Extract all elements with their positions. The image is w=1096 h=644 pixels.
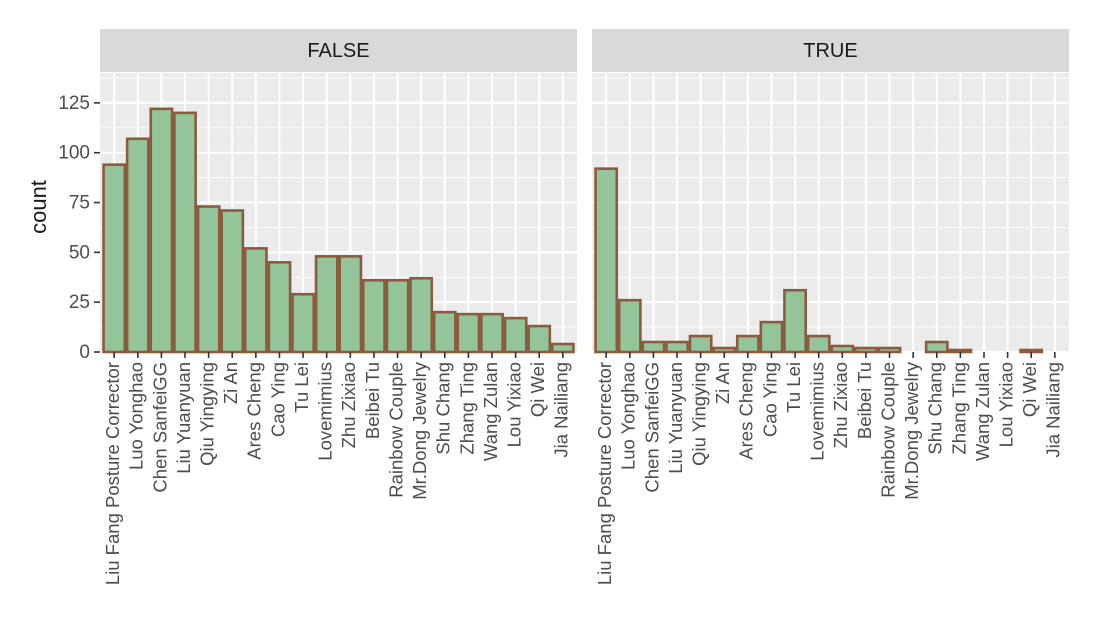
x-tick-label: Mr.Dong Jewelry (409, 361, 430, 500)
x-tick-label: Wang Zulan (972, 362, 993, 461)
bar: Lovemimius: 48 (314, 255, 339, 354)
x-tick-label: Zhu Zixiao (338, 362, 359, 448)
bar: Cao Ying: 45 (267, 261, 292, 354)
x-tick-label: Ares Cheng (736, 362, 757, 460)
bar: Liu Yuanyuan: 5 (665, 340, 689, 354)
bar: Liu Fang Posture Corrector: 94 (102, 163, 127, 354)
facet-strip (592, 29, 1069, 72)
x-tick-label: Chen SanfeiGG (641, 362, 662, 493)
x-tick-label: Wang Zulan (480, 362, 501, 461)
bar: Luo Yonghao: 26 (617, 298, 642, 354)
y-tick-label: 75 (69, 193, 90, 214)
x-tick-label: Zhang Ting (948, 362, 969, 455)
x-tick-label: Tu Lei (783, 362, 804, 413)
bar: Beibei Tu: 36 (361, 278, 386, 354)
facet-strip-label: TRUE (803, 40, 857, 62)
x-tick-label: Mr.Dong Jewelry (901, 361, 922, 500)
x-tick-label: Cao Ying (267, 362, 288, 437)
bar: Tu Lei: 31 (783, 288, 808, 354)
y-axis: 0 25 50 75 100 125 (58, 93, 100, 363)
x-tick-label: Liu Fang Posture Corrector (102, 362, 123, 585)
bar: Qiu Yingying: 8 (688, 334, 713, 354)
x-tick-label: Zhang Ting (456, 362, 477, 455)
x-tick-label: Jia Nailiang (551, 362, 572, 458)
x-tick-label: Beibei Tu (362, 362, 383, 439)
y-tick-label: 50 (69, 242, 90, 263)
x-tick-label: Liu Fang Posture Corrector (594, 362, 615, 585)
bar: Zhu Zixiao: 3 (830, 344, 855, 354)
x-tick-label: Rainbow Couple (385, 362, 406, 498)
x-tick-label: Lou Yixiao (503, 362, 524, 447)
y-tick-label: 25 (69, 292, 90, 313)
y-axis-title: count (26, 180, 51, 234)
bar: Wang Zulan: 19 (480, 312, 504, 354)
bar: Shu Chang: 5 (924, 340, 949, 354)
bar: Mr.Dong Jewelry: 37 (409, 276, 434, 354)
facet-strip-label: FALSE (307, 40, 369, 62)
x-tick-label: Shu Chang (925, 362, 946, 455)
x-tick-label: Zi An (220, 362, 241, 404)
bar: Lovemimius: 8 (806, 334, 831, 354)
x-tick-label: Cao Ying (759, 362, 780, 437)
x-tick-label: Jia Nailiang (1043, 362, 1064, 458)
x-tick-label: Qiu Yingying (197, 362, 218, 466)
x-tick-label: Liu Yuanyuan (665, 362, 686, 474)
x-tick-label: Beibei Tu (854, 362, 875, 439)
x-tick-label: Qiu Yingying (689, 362, 710, 466)
bar: Ares Cheng: 8 (735, 334, 760, 354)
bar: Qi Wei: 13 (527, 324, 552, 354)
bar: Zi An: 71 (220, 209, 245, 354)
bar: Qiu Yingying: 73 (196, 205, 221, 354)
bar: Liu Yuanyuan: 120 (173, 111, 197, 354)
x-tick-label: Qi Wei (527, 362, 548, 417)
bar: Zhu Zixiao: 48 (338, 255, 363, 354)
bar: Rainbow Couple: 36 (385, 278, 410, 354)
bar: Qi Wei: 1 (1019, 348, 1044, 354)
x-tick-label: Lovemimius (807, 362, 828, 461)
x-tick-label: Liu Yuanyuan (173, 362, 194, 474)
x-tick-label: Zhu Zixiao (830, 362, 851, 448)
bar: Tu Lei: 29 (291, 292, 316, 354)
panel-background (592, 73, 1069, 352)
x-tick-label: Zi An (712, 362, 733, 404)
bar: Chen SanfeiGG: 5 (641, 340, 666, 354)
x-tick-label: Lou Yixiao (995, 362, 1016, 447)
y-tick-label: 100 (58, 143, 90, 164)
y-tick-label: 125 (58, 93, 90, 114)
bar: Luo Yonghao: 107 (125, 137, 150, 354)
bar: Ares Cheng: 52 (243, 247, 268, 354)
bar: Zi An: 2 (712, 346, 737, 354)
x-tick-label: Chen SanfeiGG (149, 362, 170, 493)
x-tick-label: Qi Wei (1019, 362, 1040, 417)
bar: Jia Nailiang: 4 (550, 342, 575, 354)
x-tick-label: Shu Chang (433, 362, 454, 455)
x-tick-label: Rainbow Couple (877, 362, 898, 498)
x-tick-label: Ares Cheng (244, 362, 265, 460)
bar: Zhang Ting: 19 (456, 312, 481, 354)
bar: Rainbow Couple: 2 (877, 346, 902, 354)
x-tick-label: Luo Yonghao (618, 362, 639, 470)
x-tick-label: Tu Lei (291, 362, 312, 413)
bar: Lou Yixiao: 17 (503, 316, 528, 354)
bar: Liu Fang Posture Corrector: 92 (594, 167, 619, 354)
bar: Beibei Tu: 2 (853, 346, 878, 354)
bar: Zhang Ting: 1 (948, 348, 973, 354)
x-tick-label: Luo Yonghao (126, 362, 147, 470)
bar: Cao Ying: 15 (759, 320, 784, 354)
bar: Chen SanfeiGG: 122 (149, 107, 174, 354)
y-tick-label: 0 (79, 342, 90, 363)
x-tick-label: Lovemimius (315, 362, 336, 461)
bar: Shu Chang: 20 (432, 310, 457, 354)
facet-strip (100, 29, 577, 72)
